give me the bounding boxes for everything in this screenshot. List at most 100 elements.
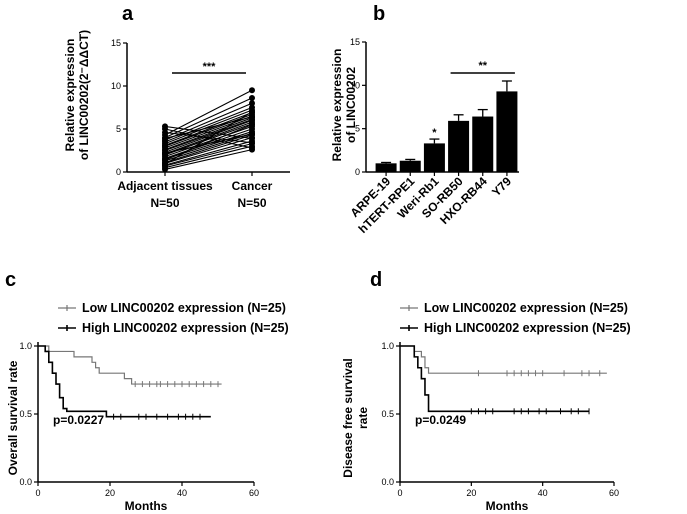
panel-b-bar-weri-rb1: [423, 143, 445, 172]
panel-c-pvalue: p=0.0227: [53, 413, 104, 427]
panel-a-pair-line: [164, 143, 253, 167]
panel-a-ylabel-line2: of LINC00202(2⁻ΔΔCT): [77, 30, 91, 160]
panel-a-ytick-label: 5: [116, 124, 121, 134]
panel-a-n-cancer: N=50: [237, 196, 266, 210]
panel-a-point-cancer: [249, 108, 255, 115]
panel-b-ytick-label: 10: [350, 80, 360, 90]
panel-d-ytick-label: 1.0: [381, 341, 394, 351]
panel-b-bar-y79: [496, 91, 518, 172]
panel-c-xtick-label: 20: [105, 488, 115, 498]
panel-c-axes: 0.0 0.5 1.0 0 20 40 60: [19, 341, 259, 498]
panel-a-pair-line: [164, 133, 253, 154]
panel-c-ytick-label: 0.5: [19, 409, 32, 419]
panel-b-category-label: Y79: [489, 174, 514, 199]
panel-d-legend-low: Low LINC00202 expression (N=25): [424, 301, 628, 315]
panel-label-b: b: [373, 3, 385, 25]
panel-a-point-adjacent: [162, 161, 168, 168]
panel-a-point-adjacent: [162, 123, 168, 130]
panel-a-pair-line: [164, 145, 253, 169]
panel-a-point-cancer: [249, 135, 255, 142]
panel-c-ylabel: Overall survival rate: [6, 360, 20, 475]
panel-c-curve-high: [38, 345, 211, 418]
panel-d-xtick-label: 20: [466, 488, 476, 498]
panel-d-chart: Disease free survival rate Months 0.0 0.5…: [341, 301, 631, 513]
panel-a-point-adjacent: [162, 150, 168, 157]
panel-d-xtick-label: 60: [609, 488, 619, 498]
panel-a-point-cancer: [249, 139, 255, 146]
panel-a-pair-line: [164, 134, 253, 164]
panel-c-curve-low: [38, 345, 222, 385]
panel-a-n-adjacent: N=50: [150, 196, 179, 210]
panel-label-d: d: [370, 269, 382, 291]
panel-a-ylabel-line1: Relative expression: [63, 39, 77, 152]
panel-a-pair-line: [164, 125, 253, 140]
panel-a-significance: ***: [203, 61, 217, 73]
panel-d-xlabel: Months: [486, 499, 529, 513]
panel-a-point-adjacent: [162, 135, 168, 142]
panel-a-axes: 0 5 10 15: [111, 38, 290, 177]
panel-a-pair-line: [164, 124, 253, 161]
panel-label-a: a: [122, 3, 134, 25]
panel-b-ylabel-line2: of LINC00202: [344, 67, 358, 143]
panel-c-xtick-label: 40: [177, 488, 187, 498]
panel-a-point-adjacent: [162, 156, 168, 163]
panel-a-pair-line: [164, 89, 253, 136]
panel-a-data: [162, 87, 255, 173]
panel-a-pair-line: [164, 116, 253, 139]
panel-d-data: [400, 345, 607, 415]
panel-a-ytick-label: 10: [111, 81, 121, 91]
panel-c-legend-high: High LINC00202 expression (N=25): [82, 321, 289, 335]
panel-b-significance-bracket: **: [478, 60, 487, 72]
panel-c-ytick-label: 0.0: [19, 477, 32, 487]
panel-b-ylabel-line1: Relative expression: [330, 49, 344, 162]
panel-a-pair-line: [164, 137, 253, 164]
panel-a-point-cancer: [249, 100, 255, 107]
panel-c-chart: Overall survival rate Months 0.0 0.5 1.0 0 2…: [6, 301, 289, 513]
panel-b-bar-htert-rpe1: [399, 160, 421, 172]
panel-b-bar-hxo-rb44: [472, 116, 494, 172]
panel-b-bar-arpe-19: [375, 163, 397, 172]
panel-d-xtick-label: 0: [397, 488, 402, 498]
panel-a-ytick-label: 15: [111, 38, 121, 48]
panel-c-legend: Low LINC00202 expression (N=25) High LIN…: [58, 301, 289, 335]
panel-a-pair-line: [164, 132, 253, 162]
panel-d-legend: Low LINC00202 expression (N=25) High LIN…: [400, 301, 631, 335]
panel-d-ylabel-line2: rate: [356, 407, 370, 429]
panel-a-point-cancer: [249, 104, 255, 111]
panel-a-pair-line: [164, 117, 253, 151]
panel-b-data: ***: [375, 60, 518, 172]
panel-a-pair-line: [164, 149, 253, 170]
panel-a-category-adjacent: Adjacent tissues: [117, 179, 213, 193]
panel-d-ytick-label: 0.5: [381, 409, 394, 419]
panel-d-axes: 0.0 0.5 1.0 0 20 40 60: [381, 341, 619, 498]
panel-b-significance-single: *: [432, 127, 437, 139]
panel-a-ytick-label: 0: [116, 167, 121, 177]
panel-c-ytick-label: 1.0: [19, 341, 32, 351]
panel-a-chart: Relative expression of LINC00202(2⁻ΔΔCT)…: [63, 30, 290, 210]
panel-d-ylabel-line1: Disease free survival: [341, 358, 355, 477]
panel-c-xtick-label: 0: [35, 488, 40, 498]
panel-c-legend-low: Low LINC00202 expression (N=25): [82, 301, 286, 315]
panel-label-c: c: [5, 269, 16, 291]
panel-a-pair-line: [164, 119, 253, 153]
panel-d-legend-high: High LINC00202 expression (N=25): [424, 321, 631, 335]
panel-d-curve-low: [400, 345, 607, 374]
panel-b-ytick-label: 15: [350, 37, 360, 47]
panel-a-pair-line: [164, 109, 253, 145]
panel-b-ytick-label: 5: [355, 124, 360, 134]
panel-a-point-cancer: [249, 87, 255, 94]
panel-c-data: [38, 345, 222, 420]
panel-a-pair-line: [164, 112, 253, 146]
panel-d-xtick-label: 40: [538, 488, 548, 498]
panel-a-category-cancer: Cancer: [232, 179, 273, 193]
panel-b-ytick-label: 0: [355, 167, 360, 177]
panel-a-point-cancer: [249, 113, 255, 120]
panel-b-chart: Relative expression of LINC00202 051015A…: [330, 37, 519, 236]
panel-c-xlabel: Months: [125, 499, 168, 513]
panel-a-pair-line: [164, 125, 253, 158]
panel-d-curve-high: [400, 345, 590, 413]
panel-a-pair-line: [164, 106, 253, 143]
panel-a-point-cancer: [249, 131, 255, 138]
panel-a-point-cancer: [249, 95, 255, 102]
